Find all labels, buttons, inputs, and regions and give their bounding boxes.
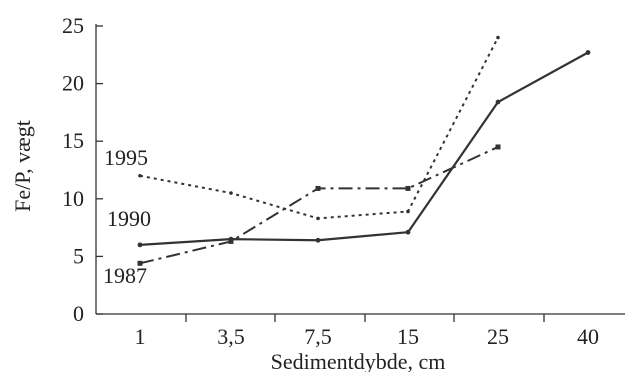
series-line-1990	[139, 51, 589, 246]
y-tick-label: 15	[62, 128, 84, 153]
point-1987	[495, 144, 501, 150]
x-tick-label: 7,5	[304, 324, 332, 349]
y-tick-label: 5	[73, 243, 84, 268]
point-1990	[585, 50, 591, 55]
x-tick-label: 15	[397, 324, 419, 349]
point-1995	[229, 191, 233, 195]
y-axis-title: Fe/P, vægt	[10, 120, 35, 212]
point-1990	[495, 99, 501, 105]
point-1995	[316, 216, 320, 221]
y-tick-label: 20	[62, 71, 84, 96]
series-tag-1995: 1995	[104, 145, 148, 170]
series-tags: 1990 1995 1987	[103, 145, 151, 288]
series-line-1995	[139, 37, 499, 220]
y-tick-label: 10	[62, 186, 84, 211]
y-ticks: 0 5 10 15 20 25	[62, 13, 103, 326]
y-tick-label: 25	[62, 13, 84, 38]
x-tick-label: 25	[487, 324, 509, 349]
series-line-1987	[139, 146, 499, 265]
x-ticks: 1 3,5 7,5 15 25 40	[135, 314, 599, 349]
x-tick-label: 40	[577, 324, 599, 349]
x-tick-label: 1	[135, 324, 146, 349]
axes	[95, 24, 625, 315]
point-1987	[315, 185, 321, 191]
point-1990	[137, 242, 143, 248]
point-1987	[405, 185, 411, 191]
point-1987	[228, 238, 234, 244]
point-1987	[137, 260, 143, 266]
x-tick-label: 3,5	[217, 324, 245, 349]
series-tag-1990: 1990	[107, 206, 151, 231]
point-1990	[315, 237, 321, 243]
series-layer	[137, 35, 591, 266]
point-1995	[138, 173, 142, 178]
x-axis-title: Sedimentdybde, cm	[271, 349, 446, 372]
point-1995	[406, 209, 410, 214]
point-1990	[405, 229, 411, 235]
point-1995	[496, 35, 500, 40]
y-tick-label: 0	[73, 301, 84, 326]
series-tag-1987: 1987	[103, 263, 147, 288]
